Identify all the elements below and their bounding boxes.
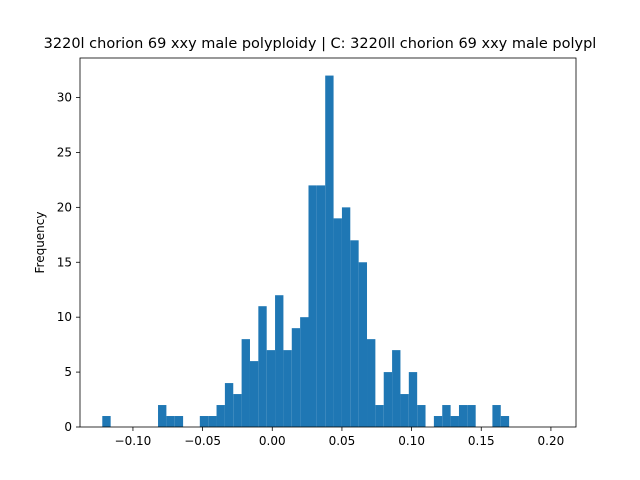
histogram-bar bbox=[400, 394, 409, 427]
histogram-bar bbox=[166, 416, 175, 427]
histogram-bar bbox=[492, 405, 501, 427]
x-tick-label: 0.05 bbox=[329, 434, 356, 448]
y-tick-label: 25 bbox=[57, 145, 72, 159]
histogram-bar bbox=[283, 350, 292, 427]
y-tick-label: 30 bbox=[57, 91, 72, 105]
histogram-bar bbox=[300, 317, 309, 427]
y-tick-label: 5 bbox=[64, 365, 72, 379]
histogram-bar bbox=[199, 416, 209, 427]
histogram-bar bbox=[241, 339, 250, 427]
histogram-bar bbox=[408, 372, 418, 427]
histogram-bar bbox=[316, 185, 326, 427]
histogram-bar bbox=[102, 416, 111, 427]
histogram-bar bbox=[500, 416, 510, 427]
histogram-bar bbox=[216, 405, 225, 427]
histogram-bar bbox=[325, 75, 334, 428]
histogram-bar bbox=[249, 361, 259, 427]
histogram-bar bbox=[450, 416, 459, 427]
histogram-bar bbox=[233, 394, 242, 427]
y-tick-label: 15 bbox=[57, 255, 72, 269]
x-tick-label: 0.20 bbox=[538, 434, 565, 448]
x-tick-label: −0.10 bbox=[115, 434, 152, 448]
x-axis-ticks: −0.10 −0.05 0.00 0.05 0.10 0.15 0.20 bbox=[115, 427, 565, 448]
histogram-bar bbox=[224, 383, 234, 427]
histogram-bar bbox=[467, 405, 476, 427]
histogram-bar bbox=[258, 306, 267, 427]
chart-title: 3220l chorion 69 xxy male polyploidy | C… bbox=[44, 36, 597, 52]
histogram-bar bbox=[350, 240, 359, 427]
histogram-bar bbox=[266, 350, 276, 427]
y-tick-label: 20 bbox=[57, 200, 72, 214]
x-tick-label: −0.05 bbox=[184, 434, 221, 448]
histogram-bar bbox=[358, 262, 368, 427]
histogram-bar bbox=[174, 416, 184, 427]
histogram-bar bbox=[367, 339, 376, 427]
y-axis-ticks: 0 5 10 15 20 25 30 bbox=[57, 91, 80, 434]
bars-group bbox=[102, 75, 510, 428]
x-tick-label: 0.15 bbox=[468, 434, 495, 448]
histogram-bar bbox=[158, 405, 167, 427]
histogram-bar bbox=[442, 405, 451, 427]
histogram-bar bbox=[375, 405, 384, 427]
y-tick-label: 0 bbox=[64, 420, 72, 434]
histogram-bar bbox=[275, 295, 284, 427]
histogram-bar bbox=[333, 218, 342, 427]
histogram-bar bbox=[308, 185, 317, 427]
histogram-bar bbox=[208, 416, 217, 427]
histogram-bar bbox=[341, 207, 351, 427]
histogram-bar bbox=[433, 416, 443, 427]
plot-frame bbox=[79, 57, 577, 428]
y-axis-title: Frequency bbox=[33, 212, 47, 274]
x-tick-label: 0.10 bbox=[398, 434, 425, 448]
histogram-bar bbox=[417, 405, 426, 427]
histogram-bar bbox=[383, 372, 393, 427]
histogram-bar bbox=[458, 405, 468, 427]
y-tick-label: 10 bbox=[57, 310, 72, 324]
histogram-bar bbox=[392, 350, 401, 427]
x-tick-label: 0.00 bbox=[259, 434, 286, 448]
histogram-bar bbox=[291, 328, 301, 427]
